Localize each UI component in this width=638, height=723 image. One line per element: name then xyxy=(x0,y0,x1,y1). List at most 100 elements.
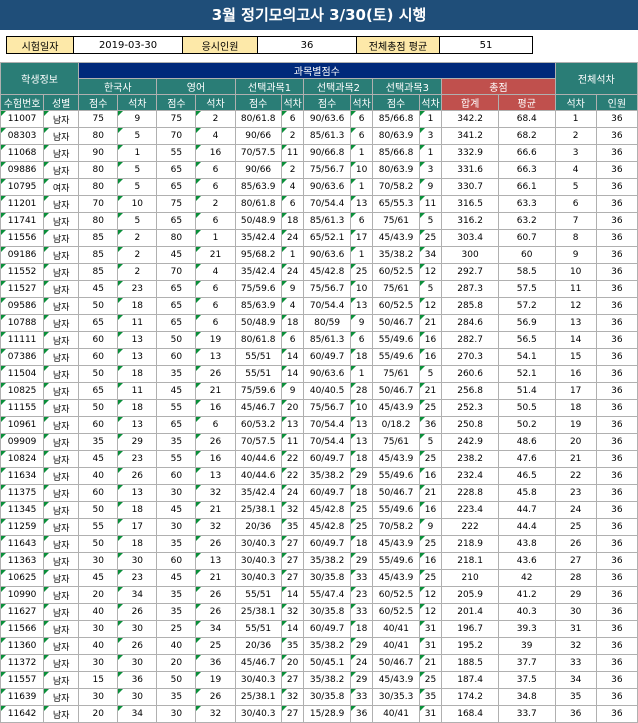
headcount-cell[interactable]: 36 xyxy=(595,314,638,332)
headcount-cell[interactable]: 36 xyxy=(595,450,638,468)
elective1-score-cell[interactable]: 50/48.9 xyxy=(234,212,282,230)
overall-rank-cell[interactable]: 5 xyxy=(554,178,597,196)
total-average-cell[interactable]: 48.6 xyxy=(497,433,556,451)
elective1-rank-cell[interactable]: 24 xyxy=(280,263,305,281)
korean-history-score-cell[interactable]: 20 xyxy=(78,705,119,723)
elective2-score-cell[interactable]: 30/35.8 xyxy=(303,569,351,587)
gender-cell[interactable]: 남자 xyxy=(43,671,80,689)
korean-history-rank-cell[interactable]: 18 xyxy=(117,297,158,315)
korean-history-score-cell[interactable]: 30 xyxy=(78,688,119,706)
total-sum-cell[interactable]: 316.2 xyxy=(441,212,499,230)
english-score-cell[interactable]: 55 xyxy=(156,399,197,417)
elective3-rank-cell[interactable]: 12 xyxy=(418,603,443,621)
total-sum-cell[interactable]: 205.9 xyxy=(441,586,499,604)
elective1-rank-cell[interactable]: 6 xyxy=(280,331,305,349)
english-score-cell[interactable]: 35 xyxy=(156,586,197,604)
elective2-rank-cell[interactable]: 6 xyxy=(349,331,374,349)
overall-rank-cell[interactable]: 31 xyxy=(554,620,597,638)
elective3-score-cell[interactable]: 45/43.9 xyxy=(372,569,420,587)
total-sum-cell[interactable]: 187.4 xyxy=(441,671,499,689)
elective1-score-cell[interactable]: 35/42.4 xyxy=(234,229,282,247)
elective3-rank-cell[interactable]: 21 xyxy=(418,382,443,400)
total-average-cell[interactable]: 43.8 xyxy=(497,535,556,553)
total-sum-cell[interactable]: 292.7 xyxy=(441,263,499,281)
exam-no-cell[interactable]: 11504 xyxy=(0,365,45,383)
total-average-cell[interactable]: 68.4 xyxy=(497,110,556,128)
english-rank-cell[interactable]: 16 xyxy=(195,399,236,417)
elective3-score-cell[interactable]: 55/49.6 xyxy=(372,348,420,366)
headcount-cell[interactable]: 36 xyxy=(595,297,638,315)
korean-history-score-cell[interactable]: 30 xyxy=(78,620,119,638)
elective2-rank-cell[interactable]: 13 xyxy=(349,433,374,451)
elective3-rank-cell[interactable]: 16 xyxy=(418,467,443,485)
elective3-score-cell[interactable]: 85/66.8 xyxy=(372,110,420,128)
exam-no-cell[interactable]: 11642 xyxy=(0,705,45,723)
elective3-rank-cell[interactable]: 3 xyxy=(418,127,443,145)
total-sum-cell[interactable]: 188.5 xyxy=(441,654,499,672)
total-sum-cell[interactable]: 252.3 xyxy=(441,399,499,417)
english-score-cell[interactable]: 45 xyxy=(156,382,197,400)
total-average-cell[interactable]: 37.7 xyxy=(497,654,556,672)
elective1-rank-cell[interactable]: 9 xyxy=(280,280,305,298)
headcount-cell[interactable]: 36 xyxy=(595,195,638,213)
gender-cell[interactable]: 남자 xyxy=(43,654,80,672)
english-score-cell[interactable]: 20 xyxy=(156,654,197,672)
headcount-cell[interactable]: 36 xyxy=(595,382,638,400)
english-rank-cell[interactable]: 26 xyxy=(195,688,236,706)
english-rank-cell[interactable]: 25 xyxy=(195,637,236,655)
total-average-cell[interactable]: 52.1 xyxy=(497,365,556,383)
elective3-score-cell[interactable]: 50/46.7 xyxy=(372,314,420,332)
korean-history-rank-cell[interactable]: 18 xyxy=(117,501,158,519)
elective1-score-cell[interactable]: 90/66 xyxy=(234,127,282,145)
korean-history-score-cell[interactable]: 40 xyxy=(78,467,119,485)
elective1-rank-cell[interactable]: 11 xyxy=(280,144,305,162)
elective3-score-cell[interactable]: 60/52.5 xyxy=(372,586,420,604)
elective1-rank-cell[interactable]: 14 xyxy=(280,620,305,638)
elective1-score-cell[interactable]: 75/59.6 xyxy=(234,382,282,400)
overall-rank-cell[interactable]: 23 xyxy=(554,484,597,502)
english-score-cell[interactable]: 45 xyxy=(156,246,197,264)
exam-no-cell[interactable]: 09886 xyxy=(0,161,45,179)
english-rank-cell[interactable]: 26 xyxy=(195,433,236,451)
elective1-score-cell[interactable]: 30/40.3 xyxy=(234,552,282,570)
elective2-score-cell[interactable]: 45/42.8 xyxy=(303,518,351,536)
exam-no-cell[interactable]: 11259 xyxy=(0,518,45,536)
elective1-rank-cell[interactable]: 14 xyxy=(280,586,305,604)
overall-rank-cell[interactable]: 2 xyxy=(554,127,597,145)
korean-history-score-cell[interactable]: 70 xyxy=(78,195,119,213)
english-rank-cell[interactable]: 21 xyxy=(195,569,236,587)
korean-history-rank-cell[interactable]: 1 xyxy=(117,144,158,162)
elective2-rank-cell[interactable]: 13 xyxy=(349,195,374,213)
total-average-cell[interactable]: 50.5 xyxy=(497,399,556,417)
elective3-rank-cell[interactable]: 34 xyxy=(418,246,443,264)
elective2-rank-cell[interactable]: 25 xyxy=(349,501,374,519)
elective3-rank-cell[interactable]: 16 xyxy=(418,331,443,349)
elective3-score-cell[interactable]: 55/49.6 xyxy=(372,467,420,485)
elective2-score-cell[interactable]: 85/61.3 xyxy=(303,331,351,349)
korean-history-score-cell[interactable]: 20 xyxy=(78,586,119,604)
elective3-rank-cell[interactable]: 12 xyxy=(418,263,443,281)
elective2-score-cell[interactable]: 30/35.8 xyxy=(303,603,351,621)
korean-history-rank-cell[interactable]: 30 xyxy=(117,552,158,570)
english-score-cell[interactable]: 35 xyxy=(156,365,197,383)
elective1-score-cell[interactable]: 30/40.3 xyxy=(234,535,282,553)
total-average-cell[interactable]: 40.3 xyxy=(497,603,556,621)
elective1-score-cell[interactable]: 35/42.4 xyxy=(234,263,282,281)
gender-cell[interactable]: 남자 xyxy=(43,501,80,519)
gender-cell[interactable]: 남자 xyxy=(43,586,80,604)
elective1-rank-cell[interactable]: 20 xyxy=(280,654,305,672)
exam-no-cell[interactable]: 11527 xyxy=(0,280,45,298)
elective3-rank-cell[interactable]: 25 xyxy=(418,450,443,468)
total-average-cell[interactable]: 66.1 xyxy=(497,178,556,196)
elective3-score-cell[interactable]: 40/41 xyxy=(372,705,420,723)
overall-rank-cell[interactable]: 7 xyxy=(554,212,597,230)
overall-rank-cell[interactable]: 13 xyxy=(554,314,597,332)
exam-no-cell[interactable]: 07386 xyxy=(0,348,45,366)
english-rank-cell[interactable]: 2 xyxy=(195,110,236,128)
english-score-cell[interactable]: 70 xyxy=(156,127,197,145)
elective3-score-cell[interactable]: 65/55.3 xyxy=(372,195,420,213)
elective1-score-cell[interactable]: 80/61.8 xyxy=(234,195,282,213)
elective1-rank-cell[interactable]: 27 xyxy=(280,535,305,553)
english-rank-cell[interactable]: 6 xyxy=(195,297,236,315)
elective3-score-cell[interactable]: 75/61 xyxy=(372,365,420,383)
